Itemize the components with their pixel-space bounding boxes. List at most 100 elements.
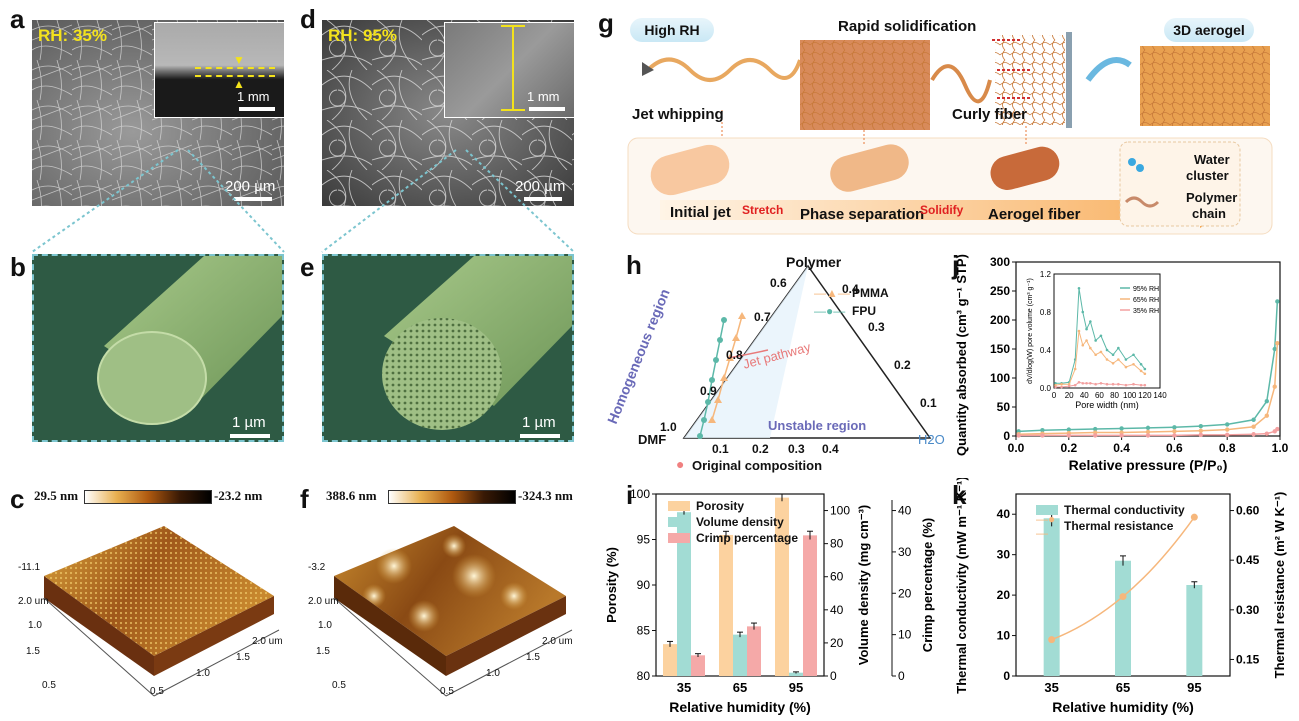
h-point-fpu-3 <box>709 377 715 383</box>
j-xtick-label-3: 0.6 <box>1166 441 1183 455</box>
j-point-2-12 <box>1275 426 1280 432</box>
j-inset-ytick-2: 0.8 <box>1040 308 1052 317</box>
curly-fiber-label: Curly fiber <box>952 106 1028 123</box>
panel-label-j: j <box>952 250 960 280</box>
j-ylabel: Quantity absorbed (cm³ g⁻¹ STP) <box>954 254 969 456</box>
j-point-0-5 <box>1145 425 1151 431</box>
initial-jet-label: Initial jet <box>670 204 731 221</box>
bar-line-chart-k: 0 10 20 30 40 0.15 0.30 0.45 0.60 Thermal conduct… <box>954 478 1287 715</box>
j-point-0-9 <box>1251 417 1256 422</box>
z-label-f: -3.2 <box>308 562 326 573</box>
j-inset-legend-0: 95% RH <box>1133 286 1159 293</box>
j-inset-point-0-10 <box>1105 348 1109 352</box>
k-legend-label-0: Thermal conductivity <box>1064 503 1185 517</box>
h-ptick-4: 1.0 <box>660 420 677 434</box>
j-point-1-9 <box>1251 424 1256 429</box>
h-legend-fpu: FPU <box>852 304 876 318</box>
thickness-line-top-d <box>501 25 525 27</box>
j-inset-point-0-8 <box>1094 339 1097 342</box>
h-apex-left: DMF <box>638 432 667 447</box>
k-legend-swatch-1: —●— <box>1036 512 1056 540</box>
panel-label-h: h <box>626 250 642 280</box>
j-point-2-2 <box>1066 433 1071 438</box>
j-inset-point-2-9 <box>1099 381 1103 385</box>
h-btick-3: 0.4 <box>822 442 839 456</box>
panel-label-a: a <box>10 4 25 34</box>
i-legend: Porosity Volume density Crimp percentage <box>668 498 798 546</box>
j-xtick-label-1: 0.2 <box>1060 441 1077 455</box>
j-inset-point-1-14 <box>1132 362 1135 366</box>
jet-pathway-arrow <box>727 349 769 359</box>
i-r2tick-label-0: 0 <box>898 669 905 683</box>
j-inset-xtick-0: 0 <box>1052 391 1057 400</box>
k-xtick-2: 95 <box>1187 680 1201 695</box>
k-point-1 <box>1119 593 1127 601</box>
i-legend-label-2: Crimp percentage <box>696 531 799 545</box>
j-inset-point-0-14 <box>1132 353 1135 357</box>
k-point-0 <box>1048 636 1056 644</box>
k-bar-2 <box>1186 585 1203 676</box>
thickness-line-top-a <box>195 67 275 71</box>
j-inset-frame <box>1053 273 1161 389</box>
sem-image-a: ▼ ▲ 1 mm RH: 35% 200 µm <box>32 20 284 206</box>
i-ylabel-left: Porosity (%) <box>604 547 619 623</box>
scale-bar-inset-a <box>239 107 275 111</box>
i-ltick-label-0: 80 <box>637 669 651 683</box>
k-ltick-label-2: 20 <box>997 588 1011 602</box>
j-xlabel: Relative pressure (P/P₀) <box>1069 457 1228 473</box>
h-original-marker-icon: ● <box>676 456 685 472</box>
sem-fiber-b: 1 µm <box>32 254 284 442</box>
h-point-fpu-4 <box>713 357 719 363</box>
j-inset-xtick-6: 120 <box>1138 391 1152 400</box>
i-bar-0-2 <box>775 497 789 676</box>
h-point-pmma-1 <box>714 396 722 403</box>
j-point-2-6 <box>1172 433 1177 438</box>
h-ptick-3: 0.9 <box>700 384 717 398</box>
y-tick-f-0: 0.5 <box>332 680 346 691</box>
i-r1tick-label-5: 100 <box>830 504 850 518</box>
z-label-c: -11.1 <box>18 562 41 573</box>
j-point-2-8 <box>1225 432 1230 438</box>
porous-fiber-e <box>382 256 572 430</box>
j-inset-point-2-16 <box>1143 383 1147 387</box>
i-bar-2-0 <box>691 655 705 676</box>
inset-cross-section-d: 1 mm <box>444 22 574 118</box>
k-legend: Thermal conductivity —●— Thermal resistan… <box>1036 502 1185 540</box>
i-ltick-label-4: 100 <box>630 487 650 501</box>
inset-cross-section-a: ▼ ▲ 1 mm <box>154 22 284 118</box>
j-inset-point-1-8 <box>1094 353 1097 357</box>
j-xtick-label-5: 1.0 <box>1272 441 1289 455</box>
scale-bar-a <box>234 197 272 201</box>
aerogel-3d-badge: 3D aerogel <box>1164 18 1254 42</box>
colorbar-f <box>388 490 516 504</box>
y-tick-f-1: 1.0 <box>318 620 332 631</box>
k-ltick-label-0: 0 <box>1003 669 1010 683</box>
k-xtick-1: 65 <box>1116 680 1130 695</box>
i-ltick-label-2: 90 <box>637 578 651 592</box>
j-inset-xtick-5: 100 <box>1123 391 1137 400</box>
j-inset-point-2-6 <box>1085 381 1088 385</box>
panel-label-f: f <box>300 484 309 514</box>
schematic-drawing-g <box>627 32 1273 235</box>
h-point-pmma-2 <box>720 374 728 381</box>
k-ltick-label-1: 10 <box>997 629 1011 643</box>
colorbar-max-f: 388.6 nm <box>326 488 377 503</box>
j-inset-point-2-12 <box>1117 382 1120 386</box>
colorbar-min-f: -324.3 nm <box>518 488 573 503</box>
k-rtick-label-3: 0.60 <box>1236 504 1260 518</box>
j-inset-point-0-16 <box>1143 367 1147 371</box>
j-inset-xtick-4: 80 <box>1110 391 1119 400</box>
j-inset-point-0-9 <box>1099 334 1103 338</box>
i-r2tick-label-3: 30 <box>898 545 912 559</box>
j-ytick-label-1: 50 <box>997 400 1011 414</box>
j-inset-point-1-7 <box>1089 346 1092 350</box>
stretch-label: Stretch <box>742 203 784 217</box>
water-cluster-label-2: cluster <box>1186 168 1229 183</box>
k-xtick-0: 35 <box>1044 680 1058 695</box>
j-xtick-label-0: 0.0 <box>1008 441 1025 455</box>
j-point-0-3 <box>1093 426 1098 432</box>
j-inset-point-0-7 <box>1089 320 1092 323</box>
panel-label-i: i <box>626 480 634 510</box>
h-ptick-0: 0.6 <box>770 276 787 290</box>
j-inset-point-0-13 <box>1124 358 1128 361</box>
